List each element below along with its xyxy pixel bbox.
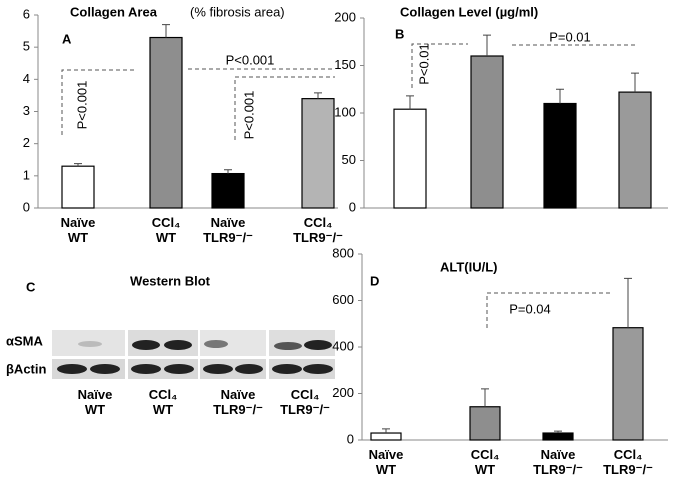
y-tick-label: 5 bbox=[23, 39, 30, 54]
y-tick-label: 4 bbox=[23, 71, 30, 86]
blot-panel bbox=[52, 359, 125, 379]
y-tick-label: 100 bbox=[334, 104, 356, 119]
x-tick-label: Naïve WT bbox=[61, 215, 96, 245]
error-bar bbox=[382, 428, 390, 434]
significance-bracket bbox=[234, 76, 335, 140]
chart-title: Collagen Level (µg/ml) bbox=[400, 4, 538, 19]
x-tick-label: Naïve TLR9⁻/⁻ bbox=[533, 447, 583, 477]
x-tick-label: CCl₄ TLR9⁻/⁻ bbox=[293, 215, 343, 245]
panel-label: C bbox=[26, 279, 36, 294]
y-tick-label: 0 bbox=[347, 431, 354, 446]
band bbox=[274, 342, 302, 350]
band bbox=[203, 364, 233, 374]
error-bar bbox=[483, 34, 491, 56]
annotation: P<0.001 bbox=[241, 91, 256, 140]
y-tick-label: 600 bbox=[332, 292, 354, 307]
bar bbox=[61, 165, 95, 209]
band bbox=[57, 364, 87, 374]
chart-title: ALT(IU/L) bbox=[440, 259, 498, 274]
annotation: P<0.01 bbox=[416, 43, 431, 85]
error-bar bbox=[556, 88, 564, 104]
annotation: P=0.01 bbox=[549, 29, 591, 44]
bar bbox=[470, 55, 504, 209]
x-tick-label: CCl₄ TLR9⁻/⁻ bbox=[280, 387, 330, 417]
error-bar bbox=[162, 24, 170, 38]
y-tick-label: 3 bbox=[23, 103, 30, 118]
y-tick-label: 400 bbox=[332, 338, 354, 353]
band bbox=[132, 340, 160, 350]
bar bbox=[211, 172, 245, 209]
bar bbox=[469, 406, 501, 441]
band bbox=[272, 364, 302, 374]
band bbox=[303, 364, 333, 374]
blot-row-label: αSMA bbox=[6, 333, 43, 348]
y-tick-label: 200 bbox=[332, 385, 354, 400]
y-tick-label: 1 bbox=[23, 167, 30, 182]
band bbox=[90, 364, 120, 374]
bar bbox=[542, 432, 574, 441]
band bbox=[235, 364, 263, 374]
significance-bracket bbox=[61, 69, 135, 135]
error-bar bbox=[314, 92, 322, 99]
significance-bracket bbox=[486, 292, 612, 328]
bar bbox=[149, 36, 183, 209]
error-bar bbox=[554, 430, 562, 434]
band bbox=[304, 340, 332, 350]
blot-row-label: βActin bbox=[6, 361, 46, 376]
y-tick-label: 800 bbox=[332, 245, 354, 260]
bar bbox=[612, 327, 644, 441]
panel-label: A bbox=[62, 31, 72, 46]
annotation: P=0.04 bbox=[509, 301, 551, 316]
y-tick-label: 150 bbox=[334, 57, 356, 72]
x-tick-label: Naïve TLR9⁻/⁻ bbox=[213, 387, 263, 417]
x-tick-label: Naïve TLR9⁻/⁻ bbox=[203, 215, 253, 245]
band bbox=[204, 340, 228, 348]
error-bar bbox=[224, 169, 232, 174]
bar bbox=[618, 91, 652, 209]
panel-label: B bbox=[395, 26, 404, 41]
error-bar bbox=[631, 72, 639, 93]
band bbox=[78, 341, 102, 347]
x-tick-label: CCl₄ WT bbox=[471, 447, 500, 477]
significance-bracket bbox=[411, 43, 468, 88]
panel-label: D bbox=[370, 273, 379, 288]
bar bbox=[393, 108, 427, 209]
chart-subtitle: (% fibrosis area) bbox=[190, 4, 285, 19]
y-tick-label: 2 bbox=[23, 135, 30, 150]
blot-title: Western Blot bbox=[130, 273, 211, 288]
x-tick-label: Naïve WT bbox=[369, 447, 404, 477]
x-tick-label: CCl₄ WT bbox=[152, 215, 181, 245]
band bbox=[164, 340, 192, 350]
annotation: P<0.001 bbox=[226, 52, 275, 67]
bar bbox=[543, 102, 577, 209]
y-tick-label: 50 bbox=[342, 152, 356, 167]
band bbox=[164, 364, 194, 374]
error-bar bbox=[624, 277, 632, 328]
band bbox=[131, 364, 161, 374]
blot-panel bbox=[128, 359, 198, 379]
y-tick-label: 6 bbox=[23, 6, 30, 21]
chart-title: Collagen Area bbox=[70, 4, 158, 19]
x-tick-label: CCl₄ WT bbox=[149, 387, 178, 417]
annotation: P<0.001 bbox=[74, 81, 89, 130]
y-tick-label: 0 bbox=[23, 199, 30, 214]
y-tick-label: 0 bbox=[349, 199, 356, 214]
western-blot-images bbox=[52, 330, 335, 379]
error-bar bbox=[74, 163, 82, 167]
y-tick-label: 200 bbox=[334, 9, 356, 24]
error-bar bbox=[481, 388, 489, 407]
error-bar bbox=[406, 95, 414, 110]
bar bbox=[370, 432, 402, 441]
bar bbox=[301, 98, 335, 209]
x-tick-label: CCl₄ TLR9⁻/⁻ bbox=[603, 447, 653, 477]
x-tick-label: Naïve WT bbox=[78, 387, 113, 417]
